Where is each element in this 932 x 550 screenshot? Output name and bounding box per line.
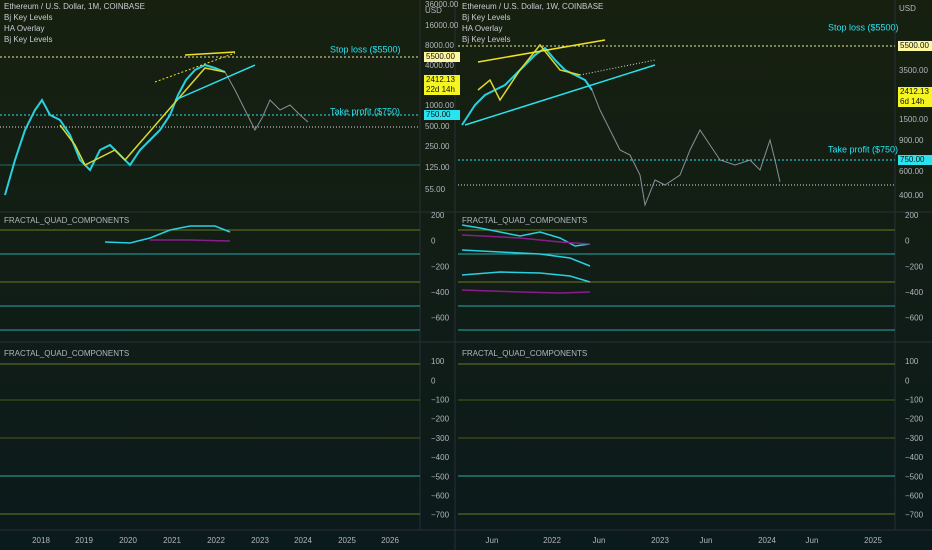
price-axis-label: 125.00 [425,163,450,172]
pane-axis-label: −200 [431,415,450,424]
pane-axis-label: 0 [431,376,436,385]
symbol: Ethereum / U.S. Dollar, 1M, COINBASE [4,2,145,11]
take-tag: 750.00 [426,110,451,119]
pane-axis-label: 0 [905,237,910,246]
take-tag-bg [424,110,460,120]
time-axis-label: 2020 [119,536,137,545]
pane-axis-label: −700 [431,511,450,520]
countdown-tag-bg [424,85,460,95]
price-axis-label: 1000.00 [425,101,454,110]
indicator-name: Bj Key Levels [462,13,510,22]
pane-axis-label: −400 [431,288,450,297]
pane-axis-label: −600 [905,492,924,501]
price-axis-label: 8000.00 [425,41,454,50]
price-series [4,39,781,207]
time-axis-label: 2023 [251,536,269,545]
pane-axis-label: −600 [905,314,924,323]
time-axis-label: 2024 [758,536,776,545]
indicator-name: Bj Key Levels [4,13,52,22]
pane-axis-label: −200 [431,262,450,271]
pane-axis-label: 0 [431,237,436,246]
take-profit-note: Take profit ($750) [330,106,400,116]
pane-axis-label: −100 [905,396,924,405]
price-tag: 2412.13 [900,87,929,96]
price-axis-label: USD [899,4,916,13]
pane-axis-label: −700 [905,511,924,520]
stop-tag: 5500.00 [426,52,455,61]
pane-title: FRACTAL_QUAD_COMPONENTS [462,349,587,358]
price-tag: 2412.13 [426,75,455,84]
take-tag: 750.00 [900,155,925,164]
price-axis-label: 250.00 [425,142,450,151]
pane-axis-label: −200 [905,415,924,424]
pane-axis-label: −500 [431,472,450,481]
time-axis-label: Jun [806,536,819,545]
time-axis-label: 2025 [864,536,882,545]
pane-axis-label: −300 [431,434,450,443]
price-axis-label: 55.00 [425,185,446,194]
time-axis-label: 2025 [338,536,356,545]
price-axis-label: 400.00 [899,191,924,200]
time-axis-label: Jun [486,536,499,545]
time-axis-label: 2018 [32,536,50,545]
pane-axis-label: 200 [431,211,445,220]
pane-axis-label: −400 [905,288,924,297]
indicator-name: Bj Key Levels [4,35,52,44]
time-axis-label: 2021 [163,536,181,545]
stop-loss-note: Stop loss ($5500) [828,22,899,32]
level-bands [0,45,895,515]
time-axis-label: 2023 [651,536,669,545]
pane-title: FRACTAL_QUAD_COMPONENTS [462,216,587,225]
time-axis-label: Jun [700,536,713,545]
price-axis-label: 500.00 [425,122,450,131]
pane-axis-label: −600 [431,492,450,501]
pane-axis-label: 0 [905,376,910,385]
time-axis-label: Jun [593,536,606,545]
indicator-name: HA Overlay [462,24,502,33]
pane-axis-label: −400 [905,453,924,462]
indicator-name: Bj Key Levels [462,35,510,44]
take-profit-note: Take profit ($750) [828,144,898,154]
countdown-tag: 22d 14h [426,85,455,94]
pane-axis-label: 100 [905,357,919,366]
price-axis-label: 900.00 [899,136,924,145]
pane-title: FRACTAL_QUAD_COMPONENTS [4,216,129,225]
time-axis-label: 2022 [207,536,225,545]
pane-axis-label: 200 [905,211,919,220]
price-axis-label: 36000.00 [425,0,459,9]
price-tag-bg [898,87,932,97]
indicator-name: HA Overlay [4,24,44,33]
pane-axis-label: −200 [905,262,924,271]
price-axis-label: 1500.00 [899,115,928,124]
stop-tag-bg [898,41,932,51]
symbol: Ethereum / U.S. Dollar, 1W, COINBASE [462,2,603,11]
pane-axis-label: −400 [431,453,450,462]
price-axis-label: USD [425,6,442,15]
stop-loss-note: Stop loss ($5500) [330,44,401,54]
indicator-series [104,224,591,294]
pane-axis-label: −600 [431,314,450,323]
pane-axis-label: 100 [431,357,445,366]
price-tag-bg [424,75,460,85]
take-tag-bg [898,155,932,165]
countdown-tag-bg [898,97,932,107]
pane-axis-label: −100 [431,396,450,405]
time-axis-label: 2019 [75,536,93,545]
pane-axis-label: −300 [905,434,924,443]
countdown-tag: 6d 14h [900,97,924,106]
price-axis-label: 3500.00 [899,66,928,75]
time-axis-label: 2022 [543,536,561,545]
pane-axis-label: −500 [905,472,924,481]
stop-tag-bg [424,52,460,62]
time-axis-label: 2026 [381,536,399,545]
pane-title: FRACTAL_QUAD_COMPONENTS [4,349,129,358]
price-axis-label: 16000.00 [425,21,459,30]
price-axis-label: 600.00 [899,167,924,176]
price-axis-label: 4000.00 [425,61,454,70]
stop-tag: 5500.00 [900,41,929,50]
time-axis-label: 2024 [294,536,312,545]
